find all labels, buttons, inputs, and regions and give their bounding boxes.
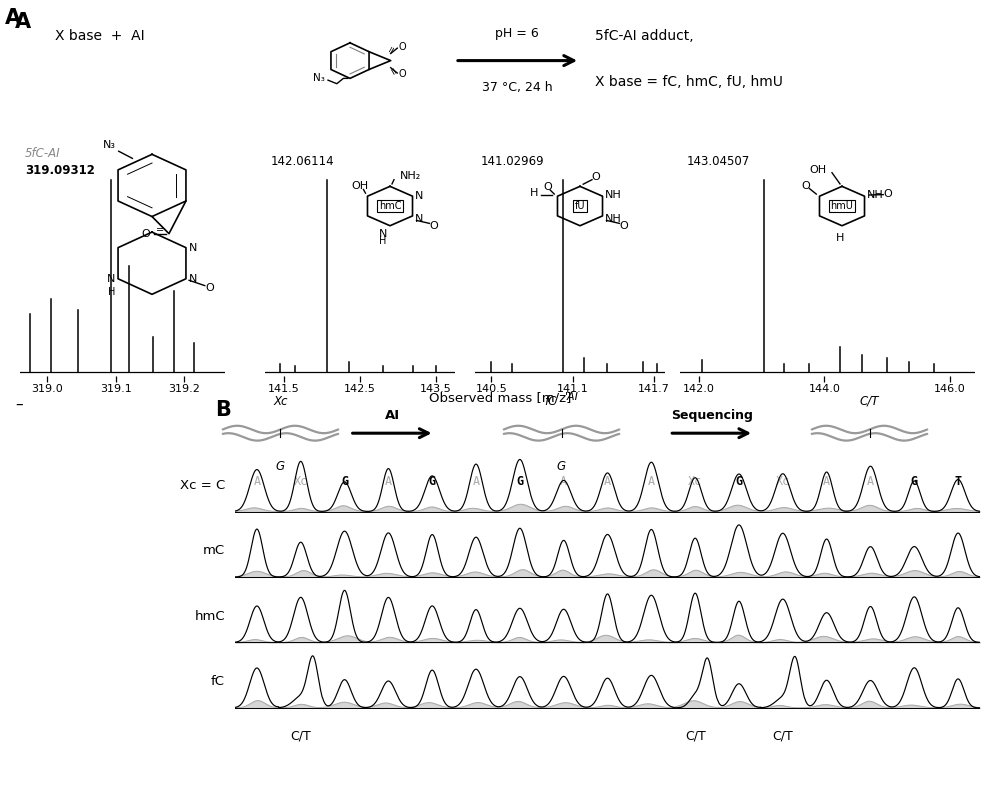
Text: O: O [543, 182, 552, 192]
Text: G: G [557, 460, 566, 473]
Text: hmU: hmU [831, 201, 853, 211]
Text: N: N [415, 214, 424, 224]
Text: NH: NH [605, 190, 622, 200]
Text: O: O [398, 69, 406, 79]
Text: X base = fC, hmC, fU, hmU: X base = fC, hmC, fU, hmU [595, 75, 783, 90]
Text: 5fC-AI: 5fC-AI [25, 147, 60, 160]
Text: AI: AI [385, 409, 400, 423]
Text: Xc: Xc [273, 394, 288, 407]
Text: 37 °C, 24 h: 37 °C, 24 h [482, 81, 552, 94]
Text: O: O [205, 283, 214, 293]
Text: NH: NH [605, 214, 622, 224]
Text: C/T: C/T [860, 394, 879, 407]
Text: pH = 6: pH = 6 [495, 27, 539, 40]
Text: O: O [398, 42, 406, 53]
Text: G: G [341, 475, 348, 488]
Text: NH: NH [867, 190, 884, 200]
Text: 319.09312: 319.09312 [25, 164, 95, 177]
Text: C/T: C/T [685, 730, 706, 743]
Text: fC: fC [544, 394, 556, 407]
Text: hmC: hmC [379, 201, 401, 211]
Text: G: G [276, 460, 285, 473]
Text: G: G [735, 475, 743, 488]
Text: O: O [429, 221, 438, 231]
Text: OH: OH [351, 180, 368, 191]
Text: C/T: C/T [290, 730, 311, 743]
Text: B: B [215, 400, 231, 420]
Text: H: H [836, 234, 844, 243]
Text: =: = [385, 66, 398, 78]
Text: H: H [530, 188, 538, 198]
Text: G: G [516, 475, 523, 488]
Text: N₃: N₃ [313, 74, 325, 83]
Text: A: A [385, 475, 392, 488]
Text: N: N [107, 274, 115, 284]
Text: Observed mass [m/z]: Observed mass [m/z] [429, 392, 571, 405]
Text: A: A [5, 8, 21, 28]
Text: Xc: Xc [688, 475, 702, 488]
Text: OH: OH [809, 165, 826, 175]
Text: Xc: Xc [294, 475, 308, 488]
Text: fU: fU [575, 201, 585, 211]
Text: 143.04507: 143.04507 [686, 154, 750, 167]
Text: Xc = C: Xc = C [180, 479, 225, 492]
Text: –: – [15, 397, 23, 411]
Text: Xc: Xc [776, 475, 790, 488]
Text: H: H [379, 236, 387, 246]
Text: A: A [604, 475, 611, 488]
Text: 5fC-AI adduct,: 5fC-AI adduct, [595, 29, 694, 44]
Text: A: A [15, 12, 31, 32]
Text: N: N [415, 191, 424, 201]
Text: O: O [884, 189, 892, 200]
Text: 141.02969: 141.02969 [480, 154, 544, 167]
Text: 'AI: 'AI [565, 392, 579, 402]
Text: X base  +  AI: X base + AI [55, 29, 145, 44]
Text: G: G [429, 475, 436, 488]
Text: 142.06114: 142.06114 [270, 154, 334, 167]
Text: =: = [156, 225, 164, 235]
Text: N: N [189, 274, 197, 284]
Text: A: A [867, 475, 874, 488]
Text: A: A [648, 475, 655, 488]
Text: A: A [823, 475, 830, 488]
Text: N₃: N₃ [102, 140, 115, 150]
Text: A: A [472, 475, 480, 488]
Text: N: N [378, 229, 387, 239]
Text: A: A [253, 475, 260, 488]
Text: O: O [801, 180, 810, 191]
Text: O: O [141, 229, 150, 238]
Text: O: O [592, 172, 600, 183]
Text: mC: mC [203, 545, 225, 558]
Text: NH₂: NH₂ [400, 170, 421, 181]
Text: T: T [955, 475, 962, 488]
Text: N: N [189, 242, 197, 253]
Text: G: G [911, 475, 918, 488]
Text: C/T: C/T [772, 730, 793, 743]
Text: hmC: hmC [194, 610, 225, 623]
Text: H: H [108, 287, 115, 297]
Text: O: O [619, 221, 628, 231]
Text: =: = [385, 43, 398, 55]
Text: Sequencing: Sequencing [671, 409, 753, 423]
Text: A: A [560, 475, 567, 488]
Text: fC: fC [211, 675, 225, 688]
